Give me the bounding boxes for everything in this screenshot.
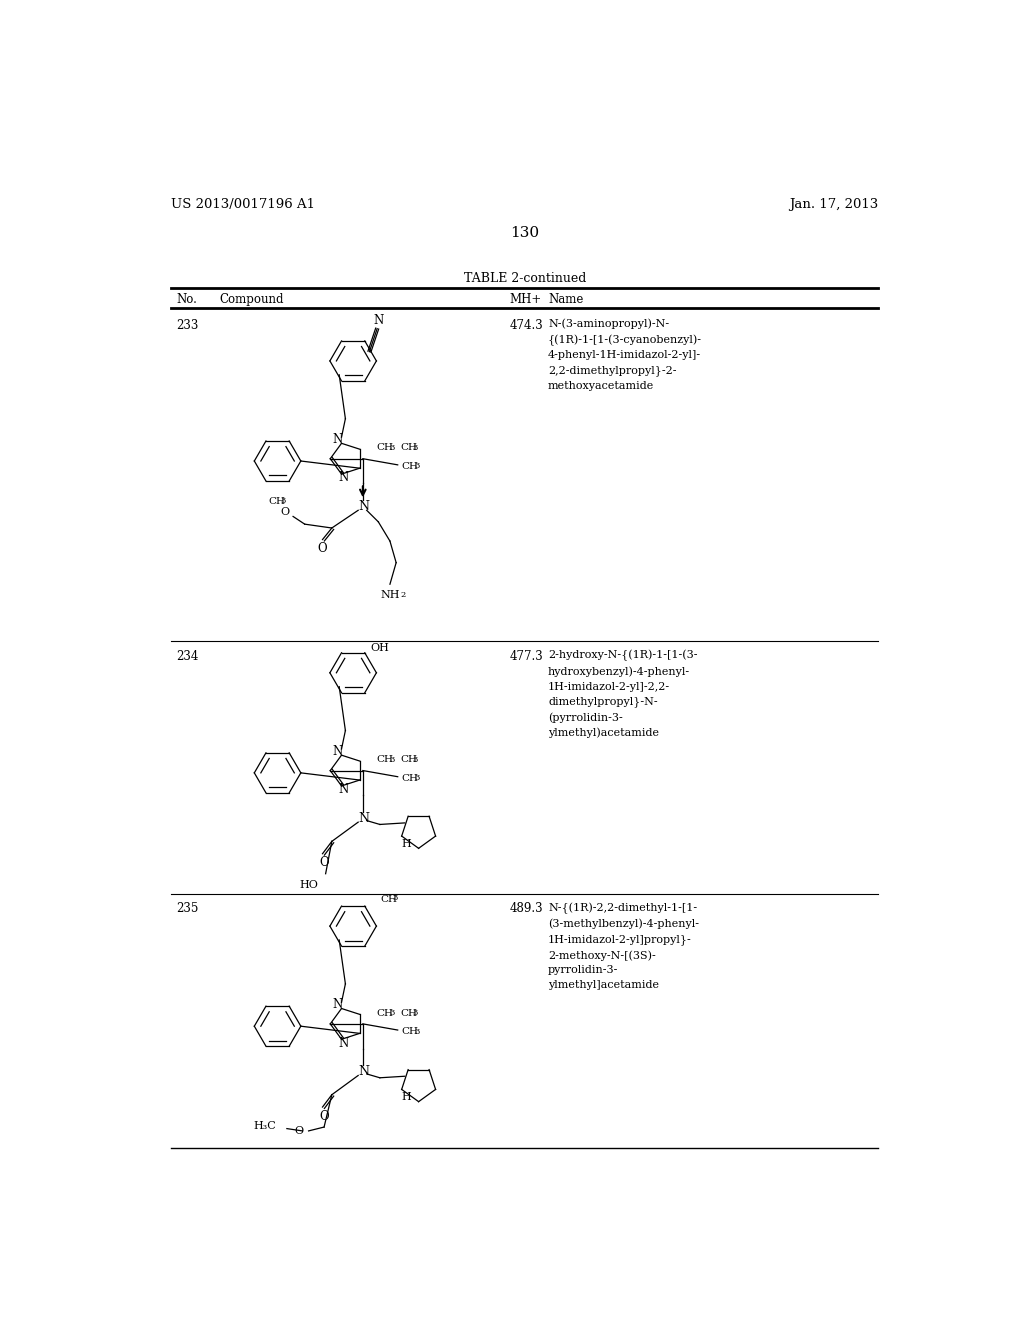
Text: Compound: Compound	[219, 293, 284, 306]
Text: OH: OH	[371, 643, 390, 653]
Text: 477.3: 477.3	[509, 649, 543, 663]
Text: N: N	[339, 783, 349, 796]
Text: O: O	[319, 1110, 329, 1123]
Text: N: N	[358, 500, 369, 513]
Text: NH: NH	[380, 590, 399, 601]
Text: CH: CH	[401, 462, 419, 471]
Text: 3: 3	[414, 462, 420, 470]
Text: O: O	[295, 1126, 304, 1137]
Text: N: N	[358, 812, 369, 825]
Text: Name: Name	[548, 293, 584, 306]
Text: 3: 3	[414, 1027, 420, 1036]
Text: N: N	[333, 998, 343, 1011]
Text: H: H	[401, 838, 412, 849]
Text: N: N	[339, 1036, 349, 1049]
Text: CH: CH	[401, 774, 419, 783]
Text: 3: 3	[392, 894, 398, 902]
Text: CH: CH	[400, 444, 417, 453]
Text: 3: 3	[389, 1008, 394, 1018]
Text: 234: 234	[176, 649, 199, 663]
Text: CH: CH	[400, 1008, 417, 1018]
Text: 2: 2	[400, 591, 407, 599]
Text: N: N	[339, 471, 349, 484]
Text: CH: CH	[377, 1008, 394, 1018]
Text: 474.3: 474.3	[509, 318, 543, 331]
Text: HO: HO	[299, 879, 318, 890]
Text: 3: 3	[389, 756, 394, 764]
Text: N-{(1R)-2,2-dimethyl-1-[1-
(3-methylbenzyl)-4-phenyl-
1H-imidazol-2-yl]propyl}-
: N-{(1R)-2,2-dimethyl-1-[1- (3-methylbenz…	[548, 903, 699, 990]
Text: 2-hydroxy-N-{(1R)-1-[1-(3-
hydroxybenzyl)-4-phenyl-
1H-imidazol-2-yl]-2,2-
dimet: 2-hydroxy-N-{(1R)-1-[1-(3- hydroxybenzyl…	[548, 649, 697, 738]
Text: 3: 3	[413, 444, 418, 451]
Text: O: O	[319, 857, 329, 870]
Text: N: N	[358, 1065, 369, 1078]
Text: 235: 235	[176, 903, 199, 915]
Text: CH: CH	[377, 755, 394, 764]
Text: 3: 3	[281, 498, 286, 506]
Text: US 2013/0017196 A1: US 2013/0017196 A1	[171, 198, 314, 211]
Text: N: N	[333, 744, 343, 758]
Text: 3: 3	[413, 1008, 418, 1018]
Text: N: N	[333, 433, 343, 446]
Text: N-(3-aminopropyl)-N-
{(1R)-1-[1-(3-cyanobenzyl)-
4-phenyl-1H-imidazol-2-yl]-
2,2: N-(3-aminopropyl)-N- {(1R)-1-[1-(3-cyano…	[548, 318, 702, 391]
Text: CH: CH	[377, 444, 394, 453]
Text: CH: CH	[401, 1027, 419, 1036]
Text: 233: 233	[176, 318, 199, 331]
Text: TABLE 2-continued: TABLE 2-continued	[464, 272, 586, 285]
Text: H: H	[401, 1092, 412, 1102]
Text: Jan. 17, 2013: Jan. 17, 2013	[788, 198, 879, 211]
Text: O: O	[317, 541, 328, 554]
Text: H₃C: H₃C	[253, 1121, 276, 1130]
Text: MH+: MH+	[509, 293, 542, 306]
Text: 3: 3	[414, 775, 420, 783]
Text: 3: 3	[389, 444, 394, 451]
Text: 3: 3	[413, 756, 418, 764]
Text: CH: CH	[268, 496, 286, 506]
Text: CH: CH	[380, 895, 397, 904]
Text: 489.3: 489.3	[509, 903, 543, 915]
Text: No.: No.	[176, 293, 197, 306]
Text: CH: CH	[400, 755, 417, 764]
Text: 130: 130	[510, 226, 540, 240]
Text: O: O	[281, 507, 290, 517]
Text: N: N	[374, 314, 384, 327]
